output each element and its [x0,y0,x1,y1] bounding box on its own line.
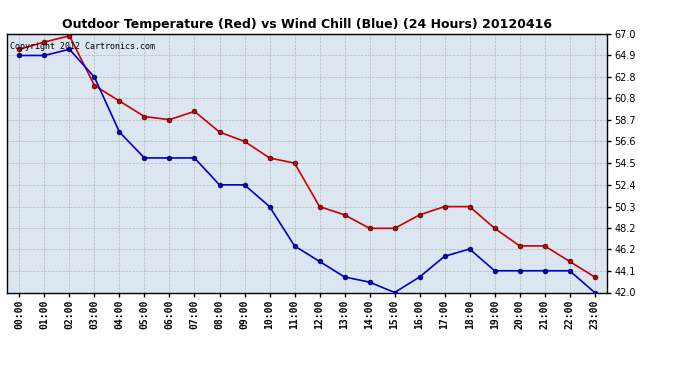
Text: Copyright 2012 Cartronics.com: Copyright 2012 Cartronics.com [10,42,155,51]
Title: Outdoor Temperature (Red) vs Wind Chill (Blue) (24 Hours) 20120416: Outdoor Temperature (Red) vs Wind Chill … [62,18,552,31]
